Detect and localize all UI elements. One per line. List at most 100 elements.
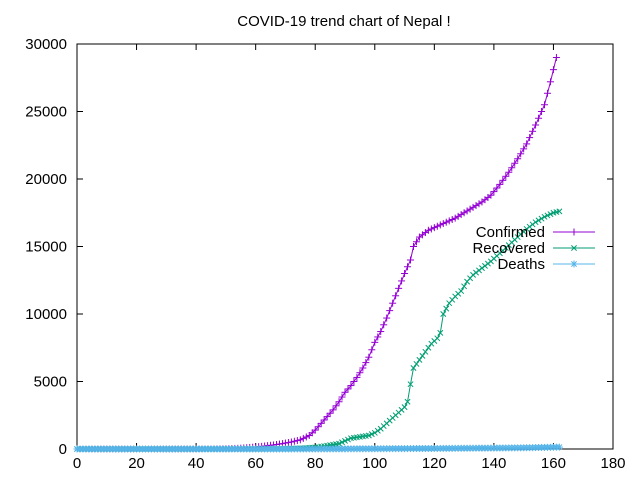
data-point	[538, 108, 546, 115]
y-tick-label: 30000	[25, 36, 67, 53]
y-tick-label: 10000	[25, 306, 67, 323]
data-point	[311, 426, 319, 434]
data-point	[511, 159, 519, 167]
data-point	[383, 314, 391, 322]
x-tick-label: 120	[422, 455, 447, 472]
data-point	[407, 381, 414, 388]
data-point	[299, 434, 307, 442]
data-point	[526, 223, 533, 230]
x-tick-label: 100	[362, 455, 387, 472]
data-point	[336, 440, 343, 447]
data-point	[413, 360, 420, 367]
data-point	[395, 284, 403, 292]
data-point	[389, 299, 397, 307]
legend-marker-deaths	[570, 260, 578, 268]
data-point	[344, 436, 351, 443]
data-point	[508, 164, 516, 172]
data-point	[341, 388, 349, 396]
data-point	[368, 346, 376, 354]
data-point	[433, 222, 441, 230]
data-point	[425, 344, 432, 351]
data-point	[440, 311, 447, 317]
data-point	[342, 437, 348, 444]
data-point	[541, 101, 549, 109]
data-point	[371, 338, 379, 346]
data-point	[532, 219, 539, 226]
data-point	[404, 398, 411, 405]
data-point	[356, 369, 364, 377]
data-point	[359, 364, 367, 372]
data-point	[386, 307, 394, 315]
data-point	[439, 220, 447, 228]
data-point	[314, 423, 322, 431]
data-point	[523, 140, 531, 148]
data-point	[320, 416, 328, 424]
data-point	[552, 54, 560, 61]
data-point	[505, 168, 513, 176]
data-point	[487, 191, 495, 199]
x-tick-label: 80	[307, 455, 324, 472]
data-point	[466, 205, 474, 213]
data-point	[427, 225, 435, 233]
data-point	[448, 216, 456, 223]
x-tick-label: 20	[128, 455, 145, 472]
chart-title: COVID-19 trend chart of Nepal !	[237, 13, 450, 30]
data-point	[476, 267, 482, 274]
data-point	[484, 260, 491, 267]
data-point	[302, 433, 310, 441]
data-point	[401, 270, 409, 277]
data-point	[517, 150, 525, 158]
data-point	[410, 365, 417, 371]
data-point	[445, 217, 453, 225]
data-point	[430, 224, 438, 232]
data-point	[374, 427, 381, 434]
y-tick-label: 25000	[25, 104, 67, 121]
data-point	[407, 256, 415, 264]
data-point	[317, 419, 325, 427]
legend-marker-recovered	[571, 245, 577, 251]
data-point	[380, 321, 388, 329]
data-point	[419, 352, 426, 359]
data-point	[326, 409, 334, 417]
data-point	[424, 226, 432, 234]
data-point	[296, 436, 304, 444]
data-point	[442, 218, 450, 226]
axis-ticks: 0 20 40 60 80 100 120 140 160 180 0 5000 10000 15000 2…	[25, 36, 625, 472]
data-point	[535, 114, 543, 122]
data-point	[547, 211, 554, 218]
data-point	[460, 209, 468, 217]
data-point	[350, 378, 358, 385]
data-point	[529, 221, 536, 228]
data-point	[538, 215, 545, 222]
data-point	[549, 66, 557, 74]
data-point	[422, 348, 429, 355]
data-point	[473, 269, 480, 276]
data-point	[472, 202, 480, 210]
data-point	[335, 398, 343, 406]
data-point	[365, 432, 372, 439]
data-point	[502, 172, 510, 180]
x-tick-label: 0	[73, 455, 81, 472]
data-point	[458, 288, 465, 295]
data-point	[293, 437, 301, 445]
data-point	[437, 329, 444, 336]
data-point	[443, 305, 450, 312]
data-point	[556, 208, 563, 215]
data-point	[457, 211, 465, 219]
data-point	[529, 127, 537, 135]
data-point	[404, 263, 412, 271]
data-point	[514, 155, 522, 163]
data-point	[434, 335, 441, 342]
data-point	[470, 271, 477, 278]
data-point	[490, 188, 498, 196]
legend-marker-confirmed	[570, 228, 578, 236]
x-tick-label: 180	[600, 455, 625, 472]
data-point	[555, 443, 563, 451]
data-point	[338, 393, 346, 401]
data-point	[362, 359, 370, 367]
y-tick-label: 15000	[25, 239, 67, 256]
data-point	[332, 402, 340, 410]
data-point	[478, 265, 485, 272]
